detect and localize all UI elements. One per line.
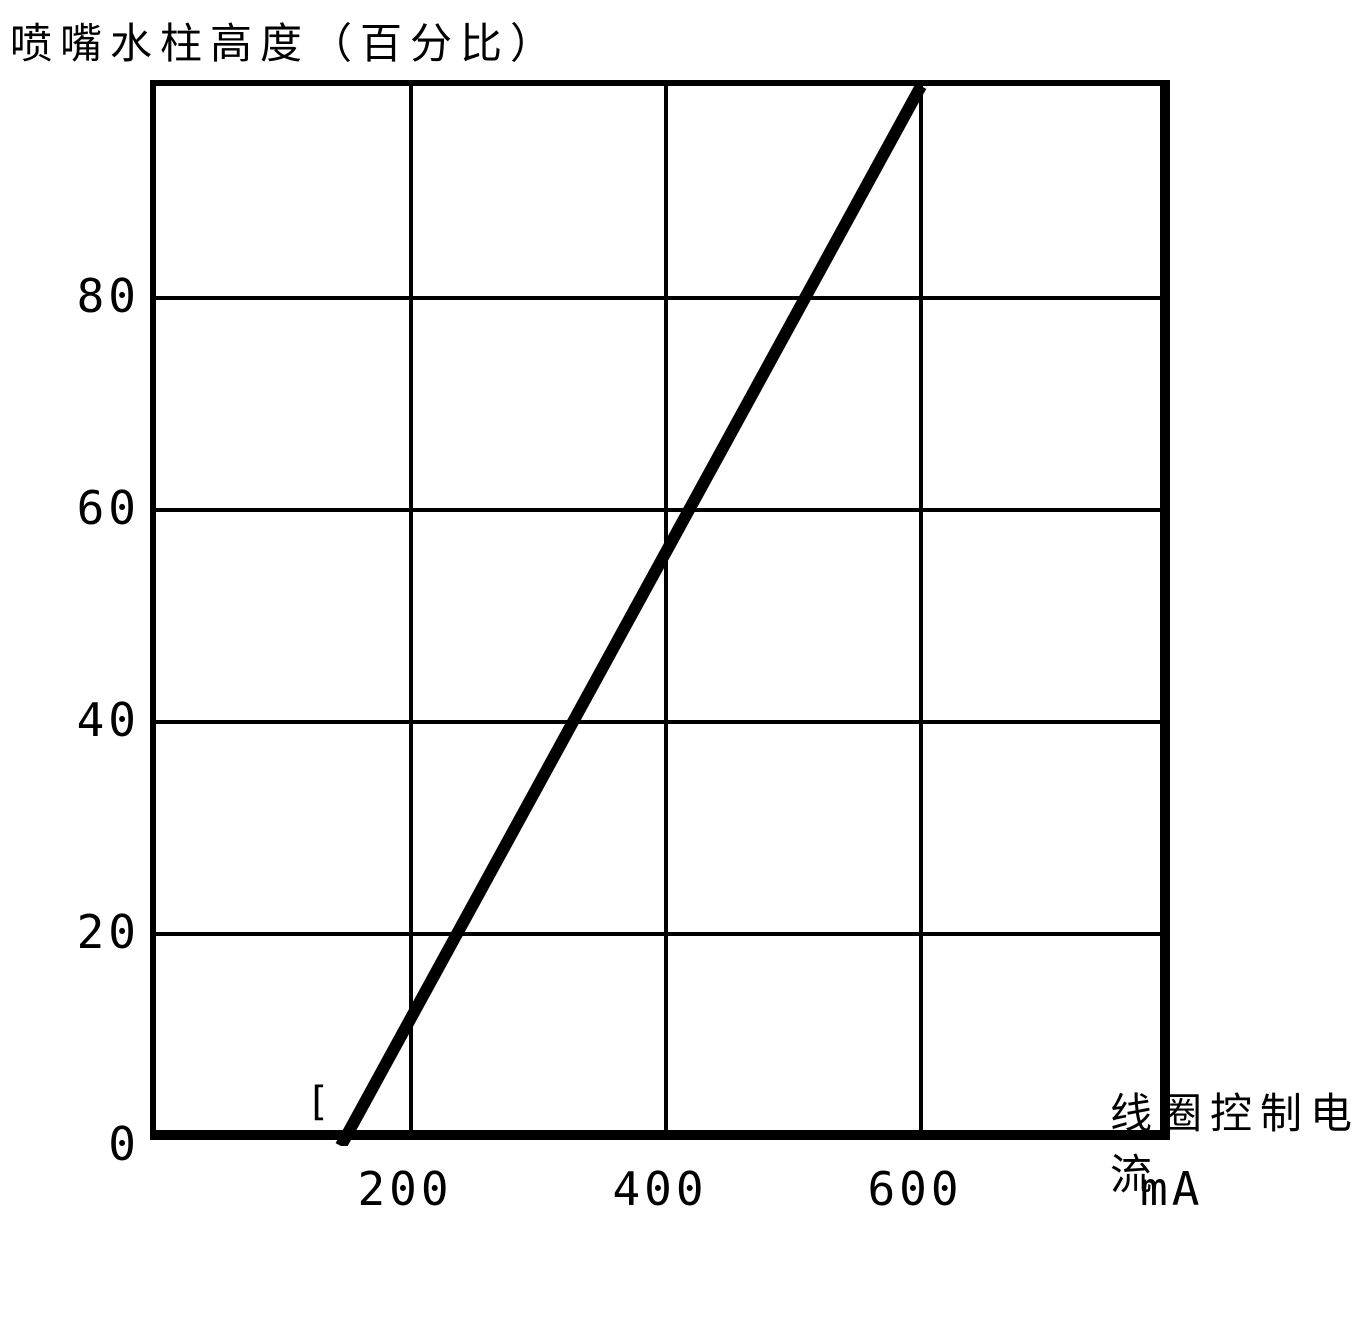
x-tick-label: 400 <box>580 1162 740 1216</box>
plot-area <box>150 80 1170 1140</box>
grid-line-horizontal <box>156 296 1160 300</box>
x-tick-label: 600 <box>835 1162 995 1216</box>
grid-line-vertical <box>664 86 668 1130</box>
y-tick-label: 60 <box>30 481 140 535</box>
grid-line-horizontal <box>156 720 1160 724</box>
bracket-mark: [ <box>306 1079 330 1125</box>
y-tick-label: 0 <box>30 1117 140 1171</box>
grid-line-vertical <box>409 86 413 1130</box>
grid-line-horizontal <box>156 508 1160 512</box>
chart-container: 喷嘴水柱高度（百分比） 线圈控制电流 mA 020406080200400600… <box>10 0 1362 1336</box>
y-axis-title: 喷嘴水柱高度（百分比） <box>10 10 560 71</box>
y-tick-label: 80 <box>30 269 140 323</box>
grid-line-horizontal <box>156 932 1160 936</box>
grid-line-vertical <box>919 86 923 1130</box>
x-axis-unit: mA <box>1140 1162 1203 1216</box>
y-tick-label: 20 <box>30 905 140 959</box>
x-tick-label: 200 <box>325 1162 485 1216</box>
y-tick-label: 40 <box>30 693 140 747</box>
